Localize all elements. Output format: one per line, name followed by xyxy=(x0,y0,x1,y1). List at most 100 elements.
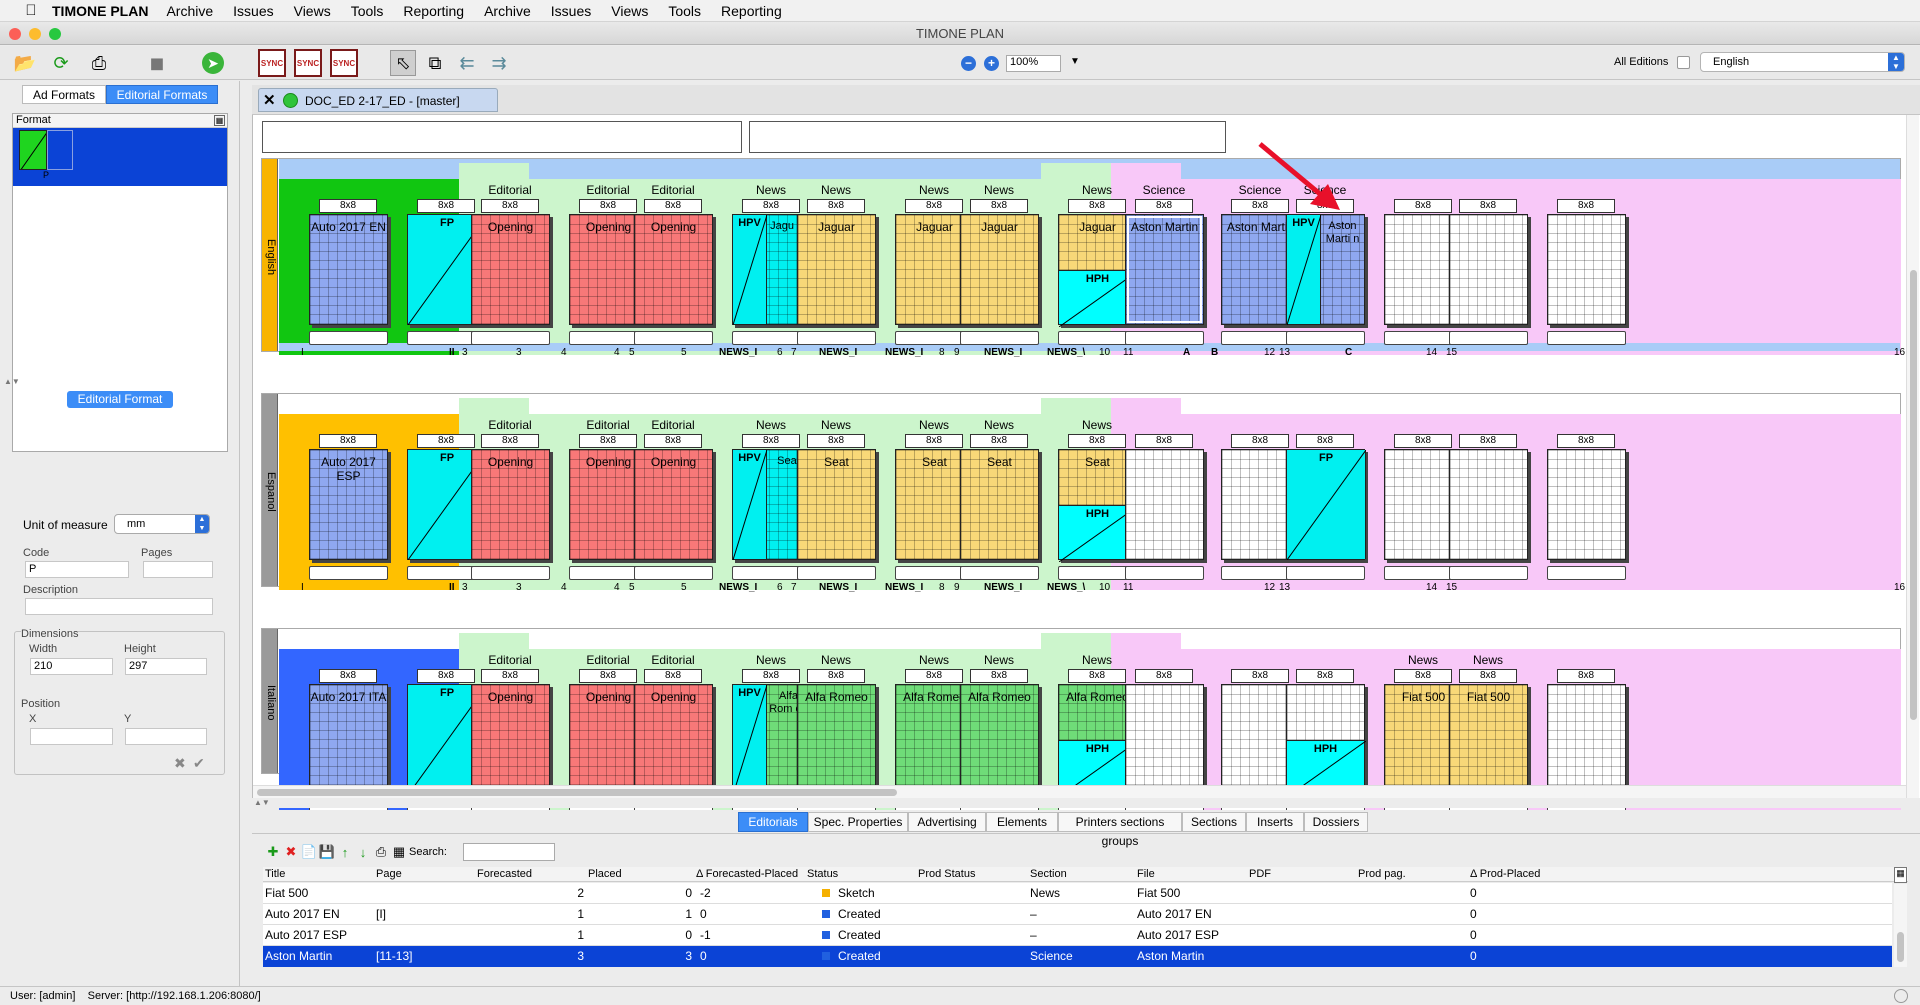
apple-icon[interactable]:  xyxy=(20,2,42,19)
page-cell[interactable]: HPV Aston Marti n xyxy=(1286,214,1365,325)
tab-dossiers[interactable]: Dossiers xyxy=(1304,812,1368,832)
page-cell[interactable]: FP xyxy=(1286,449,1366,560)
move-right-icon[interactable]: ⇉ xyxy=(491,52,507,73)
page-cell[interactable]: Auto 2017 ITA xyxy=(309,684,388,795)
table-scrollbar[interactable] xyxy=(1894,884,1907,967)
page-cell[interactable]: Opening xyxy=(471,449,550,560)
page-cell[interactable]: Auto 2017 ESP xyxy=(309,449,388,560)
all-editions-checkbox[interactable] xyxy=(1677,56,1690,69)
sync-button-1[interactable]: SYNC xyxy=(258,49,286,77)
page-slot[interactable] xyxy=(1547,331,1626,345)
menu-item-issues[interactable]: Issues xyxy=(550,2,592,19)
duplicate-icon[interactable]: ⧉ xyxy=(428,52,442,73)
format-list-item[interactable]: P xyxy=(13,128,227,186)
plan-canvas[interactable]: English 8x8 Auto 2017 EN 8x8 FP Editorial 8x8 O… xyxy=(252,115,1920,825)
column-picker-icon[interactable]: ▦ xyxy=(214,115,225,126)
page-cell[interactable] xyxy=(1125,449,1204,560)
column-header-5[interactable]: Status xyxy=(807,868,839,880)
page-cell[interactable] xyxy=(1547,449,1626,560)
column-header-1[interactable]: Page xyxy=(376,868,402,880)
page-cell[interactable]: Opening xyxy=(471,684,550,795)
page-slot[interactable] xyxy=(471,566,550,580)
export-icon[interactable]: 💾 xyxy=(318,844,336,859)
page-cell[interactable]: Auto 2017 EN xyxy=(309,214,388,325)
page-cell[interactable]: Aston Martin xyxy=(1125,214,1204,325)
tab-sections[interactable]: Sections xyxy=(1182,812,1246,832)
description-field[interactable] xyxy=(25,598,213,615)
page-slot[interactable] xyxy=(1286,566,1365,580)
splitter-arrows-icon[interactable]: ▲▼ xyxy=(4,377,20,386)
sync-button-2[interactable]: SYNC xyxy=(294,49,322,77)
page-cell[interactable]: Opening xyxy=(471,214,550,325)
page-slot[interactable] xyxy=(1286,331,1365,345)
insert-above-icon[interactable]: ↑ xyxy=(341,844,349,860)
tab-ad-formats[interactable]: Ad Formats xyxy=(22,85,106,104)
tab-inserts[interactable]: Inserts xyxy=(1246,812,1304,832)
open-folder-icon[interactable]: 📂 xyxy=(13,52,37,73)
sync-button-3[interactable]: SYNC xyxy=(330,49,358,77)
page-cell[interactable]: Alfa Romeo xyxy=(797,684,876,795)
column-picker-icon[interactable]: ▦ xyxy=(1894,867,1907,883)
menu-item-tools[interactable]: Tools xyxy=(350,2,384,19)
page-cell[interactable]: Opening xyxy=(634,214,713,325)
x-field[interactable] xyxy=(30,728,113,745)
page-slot[interactable] xyxy=(960,566,1039,580)
table-row[interactable]: Aston Martin [11-13] 3 3 0 Created Science Asto… xyxy=(263,946,1892,967)
delete-row-icon[interactable]: ✖ xyxy=(285,844,297,859)
page-cell[interactable] xyxy=(1125,684,1204,795)
language-select[interactable]: English ▲ ▼ xyxy=(1700,52,1905,72)
page-slot[interactable] xyxy=(1449,331,1528,345)
page-slot[interactable] xyxy=(1125,566,1204,580)
tab-editorial-formats[interactable]: Editorial Formats xyxy=(106,85,218,104)
column-header-2[interactable]: Forecasted xyxy=(477,868,533,880)
minimize-window-icon[interactable] xyxy=(29,28,41,40)
column-header-3[interactable]: Placed xyxy=(588,868,622,880)
page-slot[interactable] xyxy=(1449,566,1528,580)
page-cell[interactable]: Jaguar xyxy=(960,214,1039,325)
zoom-input[interactable]: 100% xyxy=(1006,55,1061,72)
close-window-icon[interactable] xyxy=(9,28,21,40)
print-icon[interactable]: ⎙ xyxy=(91,52,107,73)
page-cell[interactable]: Jaguar HPH xyxy=(1058,214,1138,327)
page-cell[interactable] xyxy=(1449,449,1528,560)
splitter-arrows-icon[interactable]: ▲▼ xyxy=(254,798,270,807)
page-slot[interactable] xyxy=(797,331,876,345)
zoom-dropdown-icon[interactable]: ▼ xyxy=(1070,56,1080,67)
menu-item-reporting[interactable]: Reporting xyxy=(721,2,782,19)
tab-elements[interactable]: Elements xyxy=(986,812,1058,832)
page-slot[interactable] xyxy=(1547,566,1626,580)
table-row[interactable]: Fiat 500 2 0 -2 Sketch News Fiat 500 0 xyxy=(263,883,1892,904)
column-header-7[interactable]: Section xyxy=(1030,868,1067,880)
column-header-11[interactable]: Δ Prod-Placed xyxy=(1470,868,1541,880)
close-tab-icon[interactable]: ✕ xyxy=(263,92,276,109)
page-cell[interactable]: Jaguar xyxy=(797,214,876,325)
zoom-in-icon[interactable]: + xyxy=(984,56,999,71)
menu-item-archive[interactable]: Archive xyxy=(166,2,214,19)
page-slot[interactable] xyxy=(309,566,388,580)
page-slot[interactable] xyxy=(634,566,713,580)
column-header-10[interactable]: Prod pag. xyxy=(1358,868,1406,880)
page-slot[interactable] xyxy=(634,331,713,345)
page-cell[interactable]: Opening xyxy=(634,684,713,795)
cancel-icon[interactable]: ✖ xyxy=(174,755,186,771)
page-cell[interactable]: Fiat 500 xyxy=(1449,684,1528,795)
table-row[interactable]: Auto 2017 EN [I] 1 1 0 Created – Auto 2017 EN 0 xyxy=(263,904,1892,925)
insert-below-icon[interactable]: ↓ xyxy=(359,844,367,860)
horizontal-scrollbar[interactable] xyxy=(253,785,1906,798)
table-scroll-thumb[interactable] xyxy=(1897,932,1904,962)
tab-advertising[interactable]: Advertising xyxy=(908,812,986,832)
new-document-icon[interactable]: 📄 xyxy=(300,844,318,859)
page-cell[interactable] xyxy=(1547,684,1626,795)
page-cell[interactable]: Seat xyxy=(797,449,876,560)
page-slot[interactable] xyxy=(471,331,550,345)
height-field[interactable]: 297 xyxy=(125,658,207,675)
app-name[interactable]: TIMONE PLAN xyxy=(52,2,149,19)
menu-item-views[interactable]: Views xyxy=(611,2,649,19)
pages-field[interactable] xyxy=(143,561,213,578)
zoom-out-icon[interactable]: − xyxy=(961,56,976,71)
tab-spec-properties[interactable]: Spec. Properties xyxy=(808,812,908,832)
page-cell[interactable]: HPH xyxy=(1286,684,1366,797)
column-header-8[interactable]: File xyxy=(1137,868,1155,880)
menu-item-reporting[interactable]: Reporting xyxy=(403,2,465,19)
page-cell[interactable]: Opening xyxy=(634,449,713,560)
